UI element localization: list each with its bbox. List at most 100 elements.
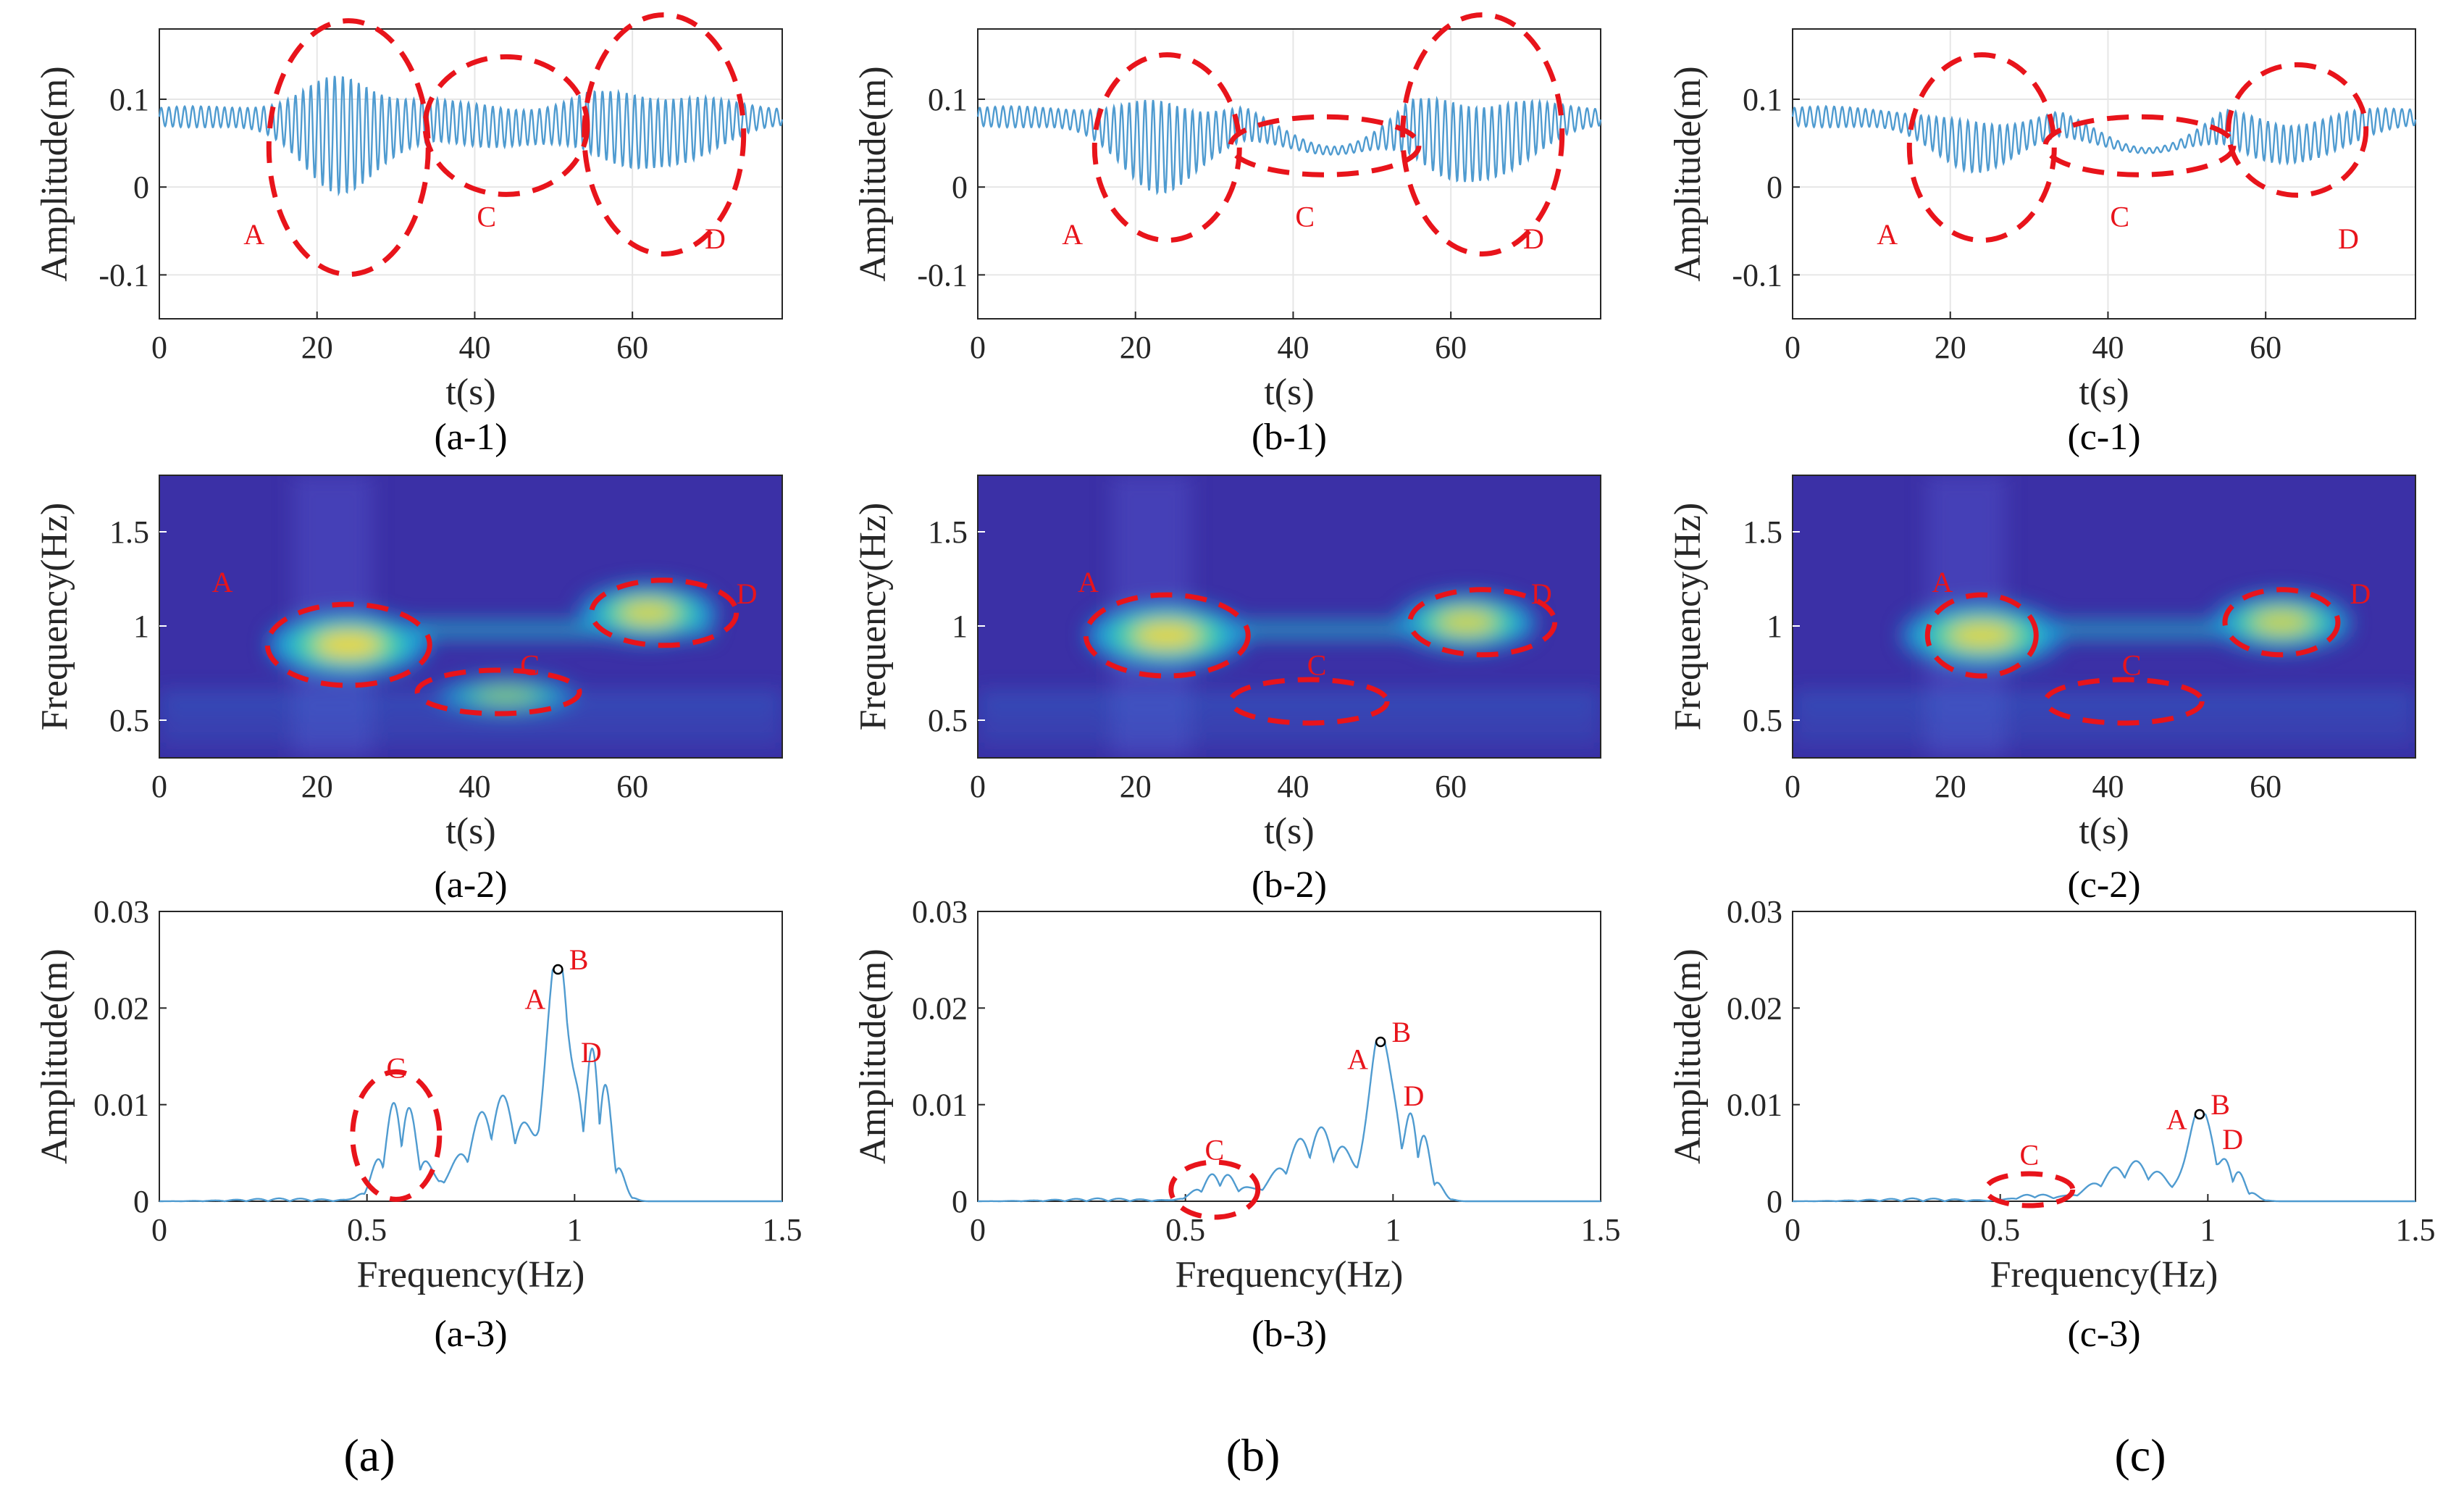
region-D-ellipse xyxy=(1400,12,1565,256)
subplot-caption: (c-3) xyxy=(2067,1314,2140,1355)
x-axis-label: t(s) xyxy=(1264,372,1314,413)
annotation-label: A xyxy=(1932,566,1953,598)
x-tick-label: 1 xyxy=(2200,1212,2216,1248)
region-D-ellipse xyxy=(2222,587,2341,658)
spectrogram-band xyxy=(1793,721,2415,730)
region-C-ellipse xyxy=(1168,1159,1261,1220)
spectrogram-plot-c: 0 20 40 60 0.5 1 1.5 t(s) Frequency(Hz) A C D (c-2) xyxy=(1667,475,2416,906)
spectrum-plot-b: 0 0.5 1 1.5 0 0.01 0.02 0.03 Frequency(Hz) Amplit… xyxy=(852,894,1621,1355)
y-tick-label: 0.02 xyxy=(1727,990,1782,1026)
y-tick-label: 0.03 xyxy=(1727,894,1782,930)
annotation-label: A xyxy=(1877,218,1898,251)
x-tick-label: 20 xyxy=(301,769,333,804)
time-history-plot-c: 0 20 40 60 -0.1 0 0.1 t(s) Amplitude(m) A C D (c-1) xyxy=(1667,28,2417,458)
x-tick-label: 60 xyxy=(616,330,648,365)
spectrogram-plot-b: 0 20 40 60 0.5 1 1.5 t(s) Frequency(Hz) A C D (b-2) xyxy=(852,475,1601,906)
x-tick-label: 0 xyxy=(1785,769,1801,804)
x-tick-label: 40 xyxy=(2092,769,2124,804)
spectrum-plot-a: 0 0.5 1 1.5 0 0.01 0.02 0.03 Frequency(Hz) Amplit… xyxy=(34,894,803,1355)
region-C-ellipse xyxy=(1228,114,1422,178)
x-tick-label: 0 xyxy=(151,330,167,365)
x-axis-label: t(s) xyxy=(445,372,495,413)
axes-frame xyxy=(159,28,783,320)
x-tick-label: 40 xyxy=(458,769,490,804)
x-tick-label: 60 xyxy=(2250,330,2281,365)
spectrogram-image xyxy=(159,475,782,758)
subplot-caption: (c-2) xyxy=(2067,864,2140,906)
y-tick-label: 0 xyxy=(952,170,968,205)
spectrogram-band xyxy=(978,706,1601,715)
annotation-label: A xyxy=(1062,218,1083,251)
time-history-plot-b: 0 20 40 60 -0.1 0 0.1 t(s) Amplitude(m) A C D (b-1) xyxy=(852,12,1602,458)
energy-blob-A-core xyxy=(315,631,382,659)
x-axis-label: t(s) xyxy=(2079,811,2129,852)
x-tick-label: 60 xyxy=(1435,330,1467,365)
x-tick-label: 0 xyxy=(1785,1212,1801,1248)
spectrum-line xyxy=(159,968,782,1203)
energy-blob-D-core xyxy=(2253,610,2310,635)
x-tick-label: 60 xyxy=(2250,769,2281,804)
annotation-label: C xyxy=(1204,1134,1224,1166)
region-C-ellipse xyxy=(414,667,582,717)
x-tick-label: 0 xyxy=(970,1212,986,1248)
y-tick-label: 0.5 xyxy=(1743,703,1782,738)
subplot-caption: (a-3) xyxy=(434,1314,507,1355)
y-tick-label: -0.1 xyxy=(1732,257,1782,293)
y-tick-label: 0.1 xyxy=(1743,82,1782,117)
region-A-ellipse xyxy=(1924,592,2039,679)
y-axis-label: Amplitude(m) xyxy=(1667,66,1709,282)
signal-line xyxy=(976,96,1602,196)
y-tick-label: 1 xyxy=(133,609,149,644)
y-tick-label: 0 xyxy=(952,1184,968,1219)
x-tick-label: 0.5 xyxy=(1165,1212,1205,1248)
x-tick-label: 60 xyxy=(1435,769,1467,804)
x-axis-label: Frequency(Hz) xyxy=(357,1254,585,1295)
region-C-ellipse xyxy=(1983,1171,2076,1208)
annotation-label: A xyxy=(212,566,233,598)
y-tick-label: -0.1 xyxy=(99,257,149,293)
region-D-ellipse xyxy=(589,577,739,648)
spectrogram-band xyxy=(1793,735,2415,743)
spectrogram-band xyxy=(978,721,1601,730)
annotation-label: D xyxy=(2350,577,2371,610)
spectrum-plot-c: 0 0.5 1 1.5 0 0.01 0.02 0.03 Frequency(Hz) Amplit… xyxy=(1667,894,2436,1355)
annotation-label: B xyxy=(1391,1016,1411,1048)
energy-blob-C-core xyxy=(477,687,535,704)
x-tick-label: 1.5 xyxy=(763,1212,803,1248)
annotation-label: A xyxy=(524,982,545,1015)
y-axis-label: Amplitude(m) xyxy=(34,948,75,1164)
y-tick-label: 0.02 xyxy=(912,990,968,1026)
annotation-label: D xyxy=(2222,1123,2243,1156)
subplot-caption: (b-3) xyxy=(1252,1314,1327,1355)
region-C-ellipse xyxy=(2042,114,2237,178)
x-axis-label: t(s) xyxy=(1264,811,1314,852)
y-axis-label: Frequency(Hz) xyxy=(1667,503,1709,731)
annotation-label: A xyxy=(1347,1043,1368,1075)
spectrum-line xyxy=(978,1040,1601,1203)
peak-marker xyxy=(553,964,563,975)
y-axis-label: Frequency(Hz) xyxy=(852,503,894,731)
x-tick-label: 1 xyxy=(566,1212,582,1248)
x-tick-label: 40 xyxy=(458,330,490,365)
time-history-plot-a: 0 20 40 60 -0.1 0 0.1 t(s) Amplitude(m) A C D (a-1) xyxy=(34,12,784,458)
spectrogram-band xyxy=(159,721,782,730)
annotation-label: D xyxy=(1531,577,1552,610)
spectrogram-plot-a: 0 20 40 60 0.5 1 1.5 t(s) Frequency(Hz) A C D (a-2) xyxy=(34,475,783,906)
axes-frame xyxy=(977,911,1601,1202)
annotation-label: C xyxy=(520,649,540,682)
x-tick-label: 0 xyxy=(1785,330,1801,365)
region-C-ellipse xyxy=(350,1069,443,1202)
annotation-label: A xyxy=(243,218,264,251)
subplot-caption: (c-1) xyxy=(2067,417,2140,458)
y-axis-label: Amplitude(m) xyxy=(852,66,894,282)
region-D-ellipse xyxy=(1407,587,1558,658)
y-tick-label: 0 xyxy=(1767,170,1782,205)
annotation-label: D xyxy=(1404,1080,1425,1112)
y-tick-label: 0.02 xyxy=(93,990,149,1026)
y-tick-label: 1.5 xyxy=(928,514,968,550)
x-tick-label: 0 xyxy=(151,1212,167,1248)
column-label-a: (a) xyxy=(343,1429,395,1481)
signal-line xyxy=(1791,104,2417,174)
y-tick-label: 0 xyxy=(133,170,149,205)
x-tick-label: 0 xyxy=(970,330,986,365)
